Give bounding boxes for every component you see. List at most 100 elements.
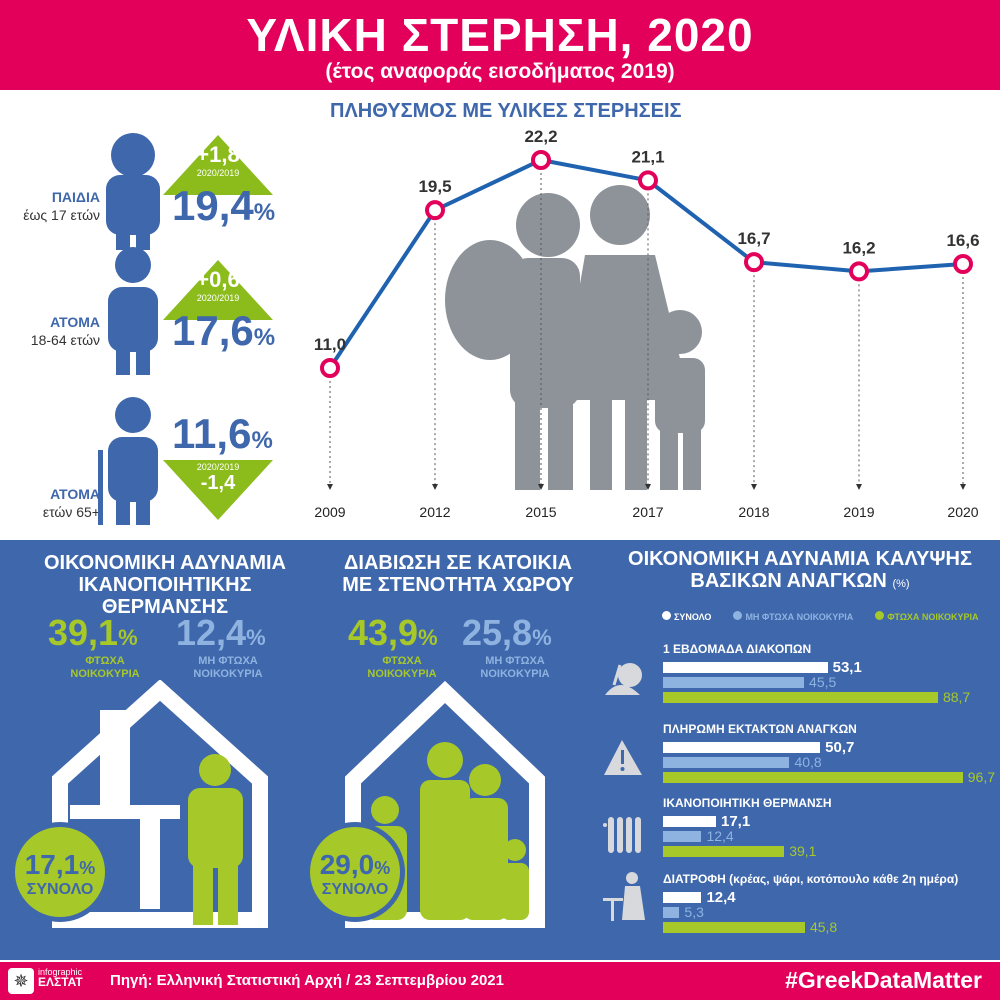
tick-marker (751, 484, 757, 490)
change-triangle (163, 460, 273, 520)
line-chart-title: ΠΛΗΘΥΣΜΟΣ ΜΕ ΥΛΙΚΕΣ ΣΤΕΡΗΣΕΙΣ (330, 100, 682, 122)
bar-value-label: 88,7 (942, 689, 971, 705)
heating-poor-label: ΦΤΩΧΑ ΝΟΙΚΟΚΥΡΙΑ (70, 655, 140, 680)
dining-icon (603, 872, 645, 921)
heating-poor-value: 39,1% (48, 612, 138, 653)
person-icon (106, 133, 160, 250)
bar-category-label: ΠΛΗΡΩΜΗ ΕΚΤΑΚΤΩΝ ΑΝΑΓΚΩΝ (663, 722, 857, 736)
data-label: 16,6 (946, 231, 979, 250)
group-label: ΠΑΙΔΙΑ έως 17 ετών (23, 189, 100, 223)
x-tick-label: 2018 (738, 504, 769, 520)
heating-title: ΟΙΚΟΝΟΜΙΚΗ ΑΔΥΝΑΜΙΑ ΙΚΑΝΟΠΟΙΗΤΙΚΗΣ ΘΕΡΜΑΝ… (43, 552, 286, 618)
heating-nonpoor-value: 12,4% (176, 612, 266, 653)
bar (663, 831, 702, 842)
crowding-poor-value: 43,9% (348, 612, 438, 653)
bar-value-label: 5,3 (684, 904, 704, 920)
tick-marker (856, 484, 862, 490)
header: ΥΛΙΚΗ ΣΤΕΡΗΣΗ, 2020 (έτος αναφοράς εισοδ… (0, 0, 1000, 90)
bar-value-label: 39,1 (789, 843, 817, 859)
data-label: 21,1 (631, 147, 664, 166)
tick-marker (538, 484, 544, 490)
logo-text: infographic ΕΛΣΤΑΤ (38, 967, 83, 989)
bar (663, 892, 702, 903)
bar (663, 846, 785, 857)
bar (663, 772, 963, 783)
bar-category-label: ΔΙΑΤΡΟΦΗ (κρέας, ψάρι, κοτόπουλο κάθε 2η… (663, 872, 959, 886)
tick-marker (432, 484, 438, 490)
bar-value-label: 53,1 (832, 659, 862, 676)
group-label: ΑΤΟΜΑ ετών 65+ (42, 486, 100, 520)
bar (663, 757, 790, 768)
person-icon (108, 247, 158, 375)
crowding-poor-label: ΦΤΩΧΑ ΝΟΙΚΟΚΥΡΙΑ (367, 655, 437, 680)
x-tick-label: 2019 (843, 504, 874, 520)
data-point (744, 252, 764, 273)
bar-value-label: 45,8 (809, 919, 838, 935)
data-label: 22,2 (524, 127, 557, 146)
x-tick-label: 2009 (314, 504, 345, 520)
warning-icon (604, 740, 642, 775)
bar-value-label: 12,4 (706, 889, 736, 906)
data-point (953, 254, 973, 274)
x-tick-label: 2015 (525, 504, 556, 520)
bar (663, 816, 716, 827)
crowding-nonpoor-value: 25,8% (462, 612, 552, 653)
data-point (638, 170, 658, 191)
person-icon (98, 397, 158, 525)
radiator-icon (603, 817, 641, 853)
data-point (425, 200, 445, 221)
change-indicator: 2020/2019 -1,4 (196, 462, 240, 494)
group-label: ΑΤΟΜΑ 18-64 ετών (30, 314, 100, 348)
crowding-title: ΔΙΑΒΙΩΣΗ ΣΕ ΚΑΤΟΙΚΙΑ ΜΕ ΣΤΕΝΟΤΗΤΑ ΧΩΡΟΥ (342, 552, 574, 596)
tick-marker (960, 484, 966, 490)
bar-category-label: ΙΚΑΝΟΠΟΙΗΤΙΚΗ ΘΕΡΜΑΝΣΗ (663, 796, 832, 810)
x-tick-label: 2012 (419, 504, 450, 520)
page-subtitle: (έτος αναφοράς εισοδήματος 2019) (325, 60, 675, 83)
vacation-icon (605, 663, 642, 695)
bar-category-label: 1 ΕΒΔΟΜΑΔΑ ΔΙΑΚΟΠΩΝ (663, 642, 812, 656)
bar-value-label: 50,7 (825, 739, 855, 756)
hashtag: #GreekDataMatter (785, 967, 982, 993)
data-point (531, 150, 551, 170)
bar-chart-title: ΟΙΚΟΝΟΜΙΚΗ ΑΔΥΝΑΜΙΑ ΚΑΛΥΨΗΣ ΒΑΣΙΚΩΝ ΑΝΑΓ… (628, 548, 972, 592)
change-triangle (163, 135, 273, 195)
group-percentage: 17,6% (172, 307, 276, 354)
bar-legend: ΣΥΝΟΛΟ ΜΗ ΦΤΩΧΑ ΝΟΙΚΟΚΥΡΙΑ ΦΤΩΧΑ ΝΟΙΚΟΚΥ… (662, 611, 979, 622)
x-tick-label: 2017 (632, 504, 663, 520)
bar (663, 907, 680, 918)
bar-value-label: 17,1 (721, 813, 751, 830)
group-percentage: 19,4% (172, 182, 276, 229)
bar (663, 662, 828, 673)
heating-nonpoor-label: ΜΗ ΦΤΩΧΑ ΝΟΙΚΟΚΥΡΙΑ (193, 655, 263, 680)
change-indicator: +1,8 2020/2019 (196, 142, 240, 178)
legend-total: ΣΥΝΟΛΟ (662, 611, 711, 622)
bar-value-label: 45,5 (809, 674, 837, 690)
bar (663, 742, 821, 753)
bar (663, 692, 938, 703)
data-label: 16,2 (842, 238, 875, 257)
elstat-logo-icon: ✵ (8, 968, 34, 994)
data-label: 16,7 (737, 229, 770, 248)
tick-marker (645, 484, 651, 490)
bar-value-label: 96,7 (967, 769, 996, 785)
bar-value-label: 40,8 (794, 754, 822, 770)
bar (663, 922, 805, 933)
change-indicator: +0,6 2020/2019 (196, 267, 240, 303)
bar (663, 677, 805, 688)
change-triangle (163, 260, 273, 320)
data-label: 11,0 (314, 335, 346, 354)
crowding-nonpoor-label: ΜΗ ΦΤΩΧΑ ΝΟΙΚΟΚΥΡΙΑ (480, 655, 550, 680)
footer: ✵ infographic ΕΛΣΤΑΤ Πηγή: Ελληνική Στατι… (0, 962, 1000, 1000)
crowding-total-badge: 29,0% ΣΥΝΟΛΟ (305, 822, 405, 922)
line-chart: 2009 2012 2015 2017 2018 2019 2020 11,0 19,5 22,2… (314, 127, 980, 520)
tick-marker (327, 484, 333, 490)
group-percentage: 11,6% (172, 410, 273, 457)
x-tick-label: 2020 (947, 504, 978, 520)
data-label: 19,5 (418, 177, 451, 196)
bar-value-label: 12,4 (706, 828, 734, 844)
family-illustration (445, 185, 705, 490)
data-point (320, 358, 340, 378)
source-text: Πηγή: Ελληνική Στατιστική Αρχή / 23 Σεπτ… (110, 972, 504, 989)
page-title: ΥΛΙΚΗ ΣΤΕΡΗΣΗ, 2020 (246, 9, 754, 61)
bar-icons (603, 663, 645, 921)
